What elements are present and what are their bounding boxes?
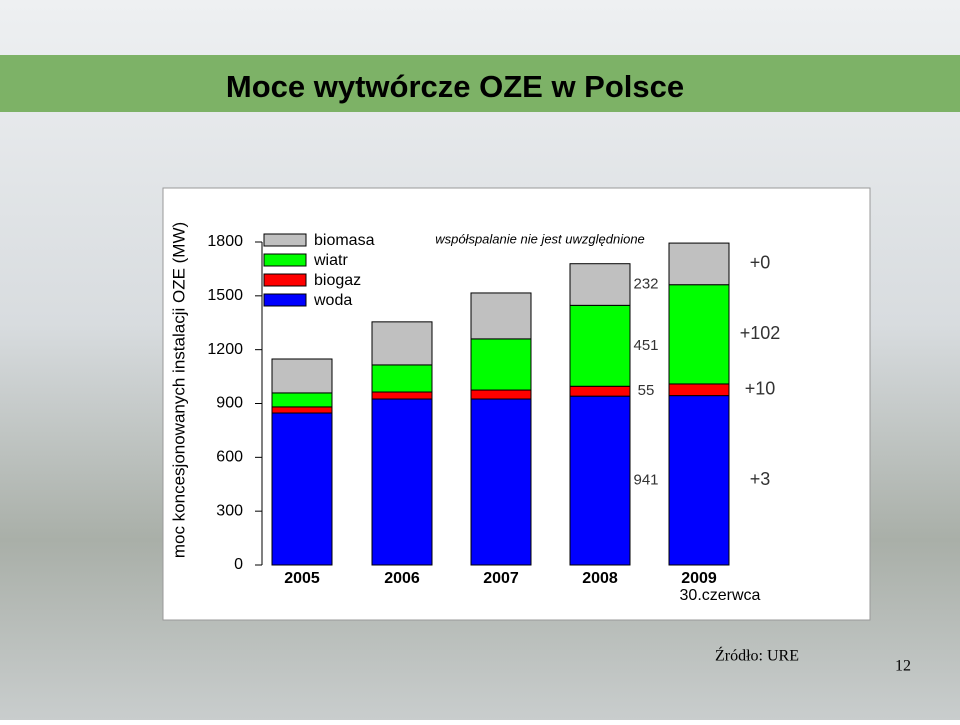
title-bar: [0, 55, 960, 112]
bar-segment: [470, 398, 532, 566]
legend-swatch: [263, 233, 307, 247]
x-tick-label: 2006: [384, 570, 420, 587]
bar-segment: [668, 284, 730, 385]
annotation: +0: [750, 253, 771, 273]
page-number: 12: [895, 658, 911, 675]
y-tick-label: 600: [216, 449, 243, 466]
y-tick-label: 900: [216, 395, 243, 412]
bar-segment: [371, 391, 433, 400]
annotation: +10: [745, 379, 776, 399]
y-tick-label: 300: [216, 502, 243, 519]
bar-segment: [569, 304, 631, 387]
y-tick-label: 1500: [207, 287, 243, 304]
data-label: 451: [633, 337, 658, 354]
y-tick-label: 1200: [207, 341, 243, 358]
x-tick-label: 2007: [483, 570, 519, 587]
data-label: 55: [638, 382, 655, 399]
bar-segment: [271, 406, 333, 414]
y-tick-label: 0: [234, 556, 243, 573]
slide-title: Moce wytwórcze OZE w Polsce: [226, 69, 684, 104]
bar-segment: [271, 358, 333, 394]
annotation: +3: [750, 469, 771, 489]
source: Źródło: URE: [715, 646, 799, 665]
bar-segment: [371, 321, 433, 366]
legend-swatch: [263, 273, 307, 287]
y-tick-label: 1800: [207, 233, 243, 250]
legend-label: biogaz: [314, 272, 361, 289]
x-sublabel: 30.czerwca: [680, 587, 761, 604]
bar-segment: [470, 389, 532, 400]
data-label: 941: [633, 472, 658, 489]
legend-label: woda: [313, 292, 352, 309]
x-tick-label: 2008: [582, 570, 618, 587]
legend-label: wiatr: [313, 252, 348, 269]
bar-segment: [668, 395, 730, 566]
data-label: 232: [633, 275, 658, 292]
annotation: +102: [740, 323, 781, 343]
x-tick-label: 2009: [681, 570, 717, 587]
y-axis-label: moc koncesjonowanych instalacji OZE (MW): [169, 222, 188, 558]
bar-segment: [371, 364, 433, 393]
bar-segment: [470, 338, 532, 391]
note: współspalanie nie jest uwzględnione: [435, 231, 645, 246]
bar-segment: [271, 392, 333, 408]
bar-segment: [569, 395, 631, 566]
bar-segment: [371, 398, 433, 566]
bar-segment: [470, 292, 532, 340]
bar-segment: [271, 412, 333, 566]
legend-swatch: [263, 293, 307, 307]
bar-segment: [569, 263, 631, 306]
legend-label: biomasa: [314, 232, 375, 249]
bar-segment: [668, 383, 730, 397]
bar-segment: [569, 385, 631, 397]
bar-segment: [668, 242, 730, 286]
legend-swatch: [263, 253, 307, 267]
x-tick-label: 2005: [284, 570, 320, 587]
